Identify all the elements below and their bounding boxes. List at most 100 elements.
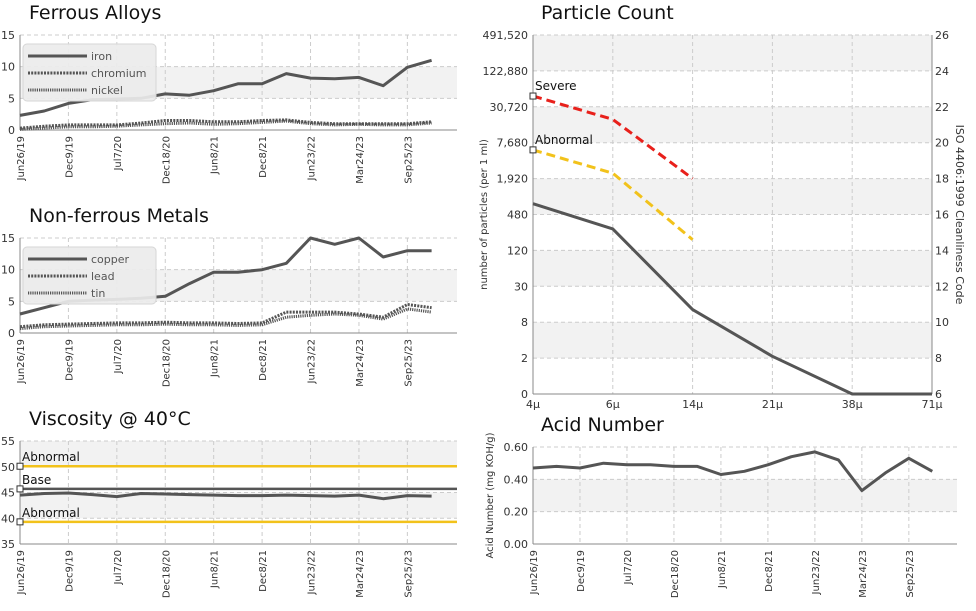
particle-ytick-label: 491,520 (483, 29, 529, 42)
ferrous-xtick-label: Jul7/20 (113, 136, 124, 172)
particle-xtick-label: 38μ (842, 398, 863, 411)
particle-ytick-label: 0 (521, 388, 528, 401)
particle-y2tick-label: 16 (935, 209, 949, 222)
viscosity-ytick-label: 45 (1, 487, 15, 500)
particle-y2label: ISO 4406:1999 Cleanliness Code (953, 125, 966, 305)
acid-xtick-label: Dec18/20 (670, 550, 681, 598)
acid-xtick-label: Sep25/23 (905, 550, 916, 598)
acid-ytick-label: 0.60 (504, 441, 529, 454)
nonferrous-xtick-label: Dec8/21 (258, 339, 269, 381)
viscosity-ytick-label: 55 (1, 435, 15, 448)
particle-ytick-label: 122,880 (483, 65, 529, 78)
nonferrous-series-lead (19, 303, 432, 329)
acid-band (533, 479, 957, 512)
particle-ytick-label: 120 (507, 244, 528, 257)
viscosity-xtick-label: Sep25/23 (403, 550, 414, 598)
ferrous-ytick-label: 0 (8, 124, 15, 137)
ferrous-xtick-label: Dec18/20 (161, 136, 172, 184)
particle-xtick-label: 4μ (526, 398, 540, 411)
ferrous-xtick-label: Mar24/23 (355, 136, 366, 184)
particle-ytick-label: 7,680 (497, 137, 529, 150)
acid-xtick-label: Mar24/23 (858, 550, 869, 598)
particle-y2tick-label: 10 (935, 316, 949, 329)
ferrous-ytick-label: 5 (8, 92, 15, 105)
particle-ytick-label: 2 (521, 352, 528, 365)
acid-xtick-label: Jun26/19 (529, 550, 540, 595)
acid-ytick-label: 0.00 (504, 538, 529, 551)
particle-y2tick-label: 26 (935, 29, 949, 42)
particle-y2tick-label: 18 (935, 173, 949, 186)
ferrous-ytick-label: 10 (1, 61, 15, 74)
particle-ytick-label: 1,920 (497, 173, 529, 186)
ferrous-series-nickel (19, 119, 432, 131)
particle-y2tick-label: 24 (935, 65, 949, 78)
ferrous-xtick-label: Jun26/19 (16, 136, 27, 181)
viscosity-ref-label: Abnormal (22, 506, 80, 520)
viscosity-band (20, 441, 457, 467)
particle-xtick-label: 21μ (762, 398, 783, 411)
nonferrous-legend-label-lead: lead (91, 270, 115, 283)
nonferrous-xtick-label: Jun26/19 (16, 339, 27, 384)
acid-ylabel: Acid Number (mg KOH/g) (485, 432, 496, 558)
particle-ytick-label: 30,720 (490, 101, 529, 114)
nonferrous-legend-label-copper: copper (91, 253, 130, 266)
acid-xtick-label: Jun23/22 (811, 550, 822, 595)
ferrous-title: Ferrous Alloys (29, 2, 162, 24)
nonferrous-ytick-label: 15 (1, 232, 15, 245)
particle-ytick-label: 30 (514, 280, 528, 293)
acid-xtick-label: Jul7/20 (623, 550, 634, 586)
viscosity-ref-marker (16, 485, 24, 493)
nonferrous-legend-box (22, 246, 157, 305)
viscosity-series-viscosity (19, 491, 432, 501)
ferrous-xtick-label: Dec8/21 (258, 136, 269, 178)
ferrous-legend-label-chromium: chromium (91, 67, 147, 80)
particle-xtick-label: 71μ (922, 398, 943, 411)
nonferrous-series-tin (19, 307, 432, 331)
acid-xtick-label: Dec9/19 (576, 550, 587, 592)
ferrous-legend-label-nickel: nickel (91, 84, 123, 97)
nonferrous-ytick-label: 5 (8, 295, 15, 308)
viscosity-ref-label: Base (22, 473, 51, 487)
viscosity-xtick-label: Mar24/23 (355, 550, 366, 598)
particle-marker-abnormal (529, 146, 537, 154)
acid-title: Acid Number (541, 414, 664, 436)
nonferrous-xtick-label: Jun8/21 (210, 339, 221, 378)
ferrous-xtick-label: Jun23/22 (307, 136, 318, 181)
particle-title: Particle Count (541, 2, 674, 24)
particle-marker-label-severe: Severe (535, 79, 577, 93)
particle-band (533, 106, 932, 143)
particle-band (533, 322, 932, 359)
particle-xtick-label: 14μ (682, 398, 703, 411)
viscosity-xtick-label: Jun23/22 (307, 550, 318, 595)
nonferrous-xtick-label: Jul7/20 (113, 339, 124, 375)
nonferrous-xtick-label: Dec9/19 (64, 339, 75, 381)
particle-marker-label-abnormal: Abnormal (535, 133, 593, 147)
ferrous-ytick-label: 15 (1, 29, 15, 42)
acid-ytick-label: 0.20 (504, 506, 529, 519)
ferrous-xtick-label: Dec9/19 (64, 136, 75, 178)
viscosity-ytick-label: 40 (1, 512, 15, 525)
particle-band (533, 250, 932, 287)
nonferrous-xtick-label: Sep25/23 (403, 339, 414, 387)
particle-band (533, 35, 932, 71)
ferrous-legend-box (22, 43, 157, 102)
viscosity-ytick-label: 35 (1, 538, 15, 551)
nonferrous-ytick-label: 10 (1, 264, 15, 277)
viscosity-ytick-label: 50 (1, 461, 15, 474)
acid-series-acid (532, 450, 934, 493)
viscosity-xtick-label: Dec18/20 (161, 550, 172, 598)
viscosity-xtick-label: Dec8/21 (258, 550, 269, 592)
nonferrous-xtick-label: Jun23/22 (307, 339, 318, 384)
particle-ytick-label: 480 (507, 209, 528, 222)
viscosity-title: Viscosity @ 40°C (29, 408, 191, 430)
particle-y2tick-label: 20 (935, 137, 949, 150)
ferrous-xtick-label: Jun8/21 (210, 136, 221, 175)
particle-ytick-label: 8 (521, 316, 528, 329)
particle-y2tick-label: 22 (935, 101, 949, 114)
nonferrous-legend-label-tin: tin (91, 287, 105, 300)
nonferrous-xtick-label: Mar24/23 (355, 339, 366, 387)
nonferrous-title: Non-ferrous Metals (29, 205, 209, 227)
particle-ylabel: number of particles (per 1 ml) (479, 139, 490, 290)
ferrous-legend-label-iron: iron (91, 50, 112, 63)
